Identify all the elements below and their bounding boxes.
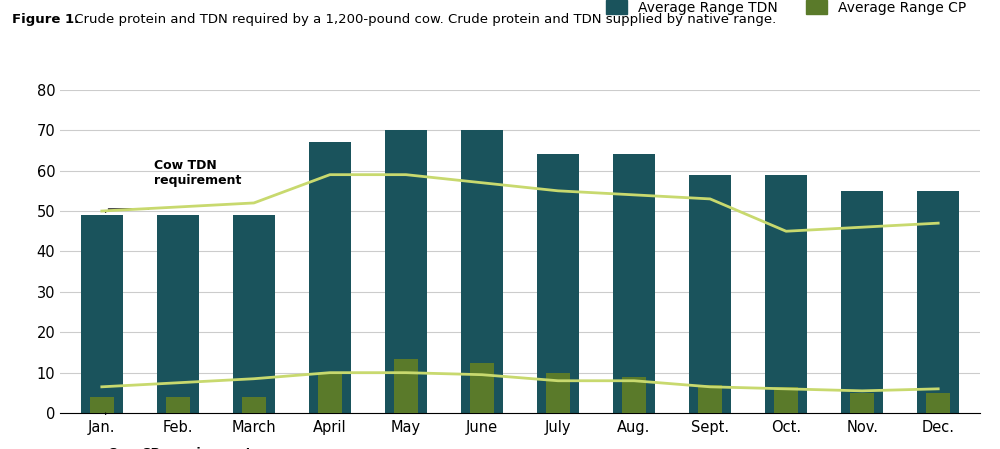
Bar xyxy=(841,191,883,413)
Bar xyxy=(698,385,722,413)
Text: Cow TDN
requirement: Cow TDN requirement xyxy=(154,159,241,187)
Text: Crude protein and TDN required by a 1,200-pound cow. Crude protein and TDN suppl: Crude protein and TDN required by a 1,20… xyxy=(70,13,776,26)
Bar xyxy=(622,377,646,413)
Bar xyxy=(242,397,266,413)
Bar xyxy=(385,130,427,413)
Text: Figure 1.: Figure 1. xyxy=(12,13,79,26)
Bar xyxy=(470,363,494,413)
Bar xyxy=(765,175,807,413)
Bar xyxy=(613,154,655,413)
Bar xyxy=(774,387,798,413)
Bar xyxy=(90,397,114,413)
Bar xyxy=(81,215,123,413)
Bar xyxy=(689,175,731,413)
Bar xyxy=(394,358,418,413)
Bar xyxy=(917,191,959,413)
Bar xyxy=(926,393,950,413)
Bar xyxy=(157,215,199,413)
Bar xyxy=(850,393,874,413)
Text: Cow CP requirement: Cow CP requirement xyxy=(108,447,251,449)
Bar xyxy=(233,215,275,413)
Bar xyxy=(461,130,503,413)
Bar xyxy=(537,154,579,413)
Legend: Average Range TDN, Average Range CP: Average Range TDN, Average Range CP xyxy=(600,0,973,22)
Bar xyxy=(318,373,342,413)
Bar xyxy=(309,142,351,413)
Bar xyxy=(546,373,570,413)
Bar xyxy=(166,397,190,413)
